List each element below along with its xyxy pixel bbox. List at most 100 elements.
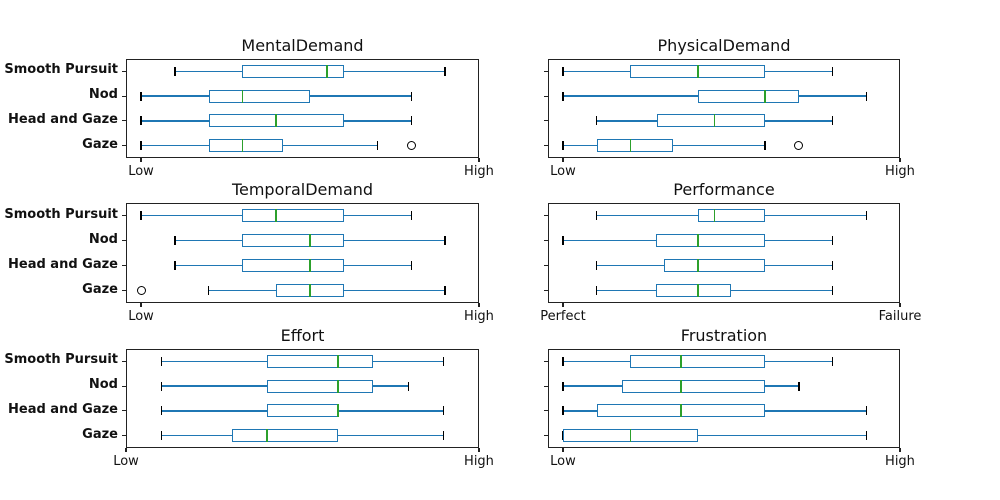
median-line xyxy=(713,209,716,222)
whisker-cap-low xyxy=(160,431,163,441)
median-line xyxy=(309,284,311,297)
median-line xyxy=(680,404,682,418)
x-tick-label: Low xyxy=(550,164,576,179)
whisker-high xyxy=(343,70,446,73)
whisker-cap-low xyxy=(160,406,163,416)
y-tick xyxy=(544,264,548,267)
subplot-title: MentalDemand xyxy=(241,36,364,55)
y-tick xyxy=(122,214,126,217)
whisker-low xyxy=(596,214,698,217)
whisker-high xyxy=(337,434,444,437)
whisker-high xyxy=(343,264,412,267)
whisker-high xyxy=(765,239,833,242)
whisker-high xyxy=(337,410,444,412)
whisker-low xyxy=(562,144,597,147)
y-tick xyxy=(122,385,126,387)
whisker-low xyxy=(562,239,656,242)
whisker-cap-high xyxy=(831,261,834,270)
y-tick xyxy=(544,145,548,147)
y-tick xyxy=(122,360,126,362)
whisker-low xyxy=(174,70,243,73)
whisker-cap-high xyxy=(410,91,413,101)
box-iqr xyxy=(621,379,766,393)
median-line xyxy=(713,114,716,128)
whisker-low xyxy=(161,360,268,363)
median-line xyxy=(337,379,339,393)
x-tick xyxy=(562,448,564,452)
box-iqr xyxy=(657,114,766,128)
whisker-cap-high xyxy=(410,116,413,126)
y-tick xyxy=(544,435,548,437)
y-tick-label: Nod xyxy=(88,87,118,103)
median-line xyxy=(337,354,339,368)
y-tick-label: Smooth Pursuit xyxy=(4,352,118,368)
whisker-cap-low xyxy=(562,91,564,101)
y-tick xyxy=(544,410,548,412)
whisker-high xyxy=(697,434,867,437)
box-iqr xyxy=(208,89,310,103)
median-line xyxy=(629,429,632,443)
median-line xyxy=(326,64,328,78)
box-iqr xyxy=(242,259,344,272)
whisker-low xyxy=(141,144,209,147)
box-iqr xyxy=(242,234,344,247)
y-tick-label: Smooth Pursuit xyxy=(4,206,118,222)
box-iqr xyxy=(267,354,374,368)
whisker-cap-low xyxy=(140,91,142,101)
whisker-low xyxy=(161,434,232,437)
box-iqr xyxy=(655,234,766,247)
y-tick xyxy=(544,70,548,72)
outlier-point xyxy=(406,141,416,151)
whisker-low xyxy=(562,95,698,97)
x-tick xyxy=(562,303,564,307)
box-iqr xyxy=(596,139,673,153)
median-line xyxy=(680,379,682,393)
median-line xyxy=(266,429,268,443)
box-iqr xyxy=(655,284,732,297)
whisker-high xyxy=(343,120,412,122)
whisker-high xyxy=(310,95,412,97)
whisker-cap-low xyxy=(140,116,142,126)
y-tick-label: Nod xyxy=(88,231,118,247)
whisker-cap-low xyxy=(595,261,598,270)
x-tick xyxy=(125,448,127,452)
x-tick xyxy=(140,303,142,307)
y-tick xyxy=(544,360,548,362)
median-line xyxy=(629,139,632,153)
y-tick xyxy=(122,435,126,437)
box-iqr xyxy=(208,139,283,153)
whisker-cap-high xyxy=(407,381,410,391)
y-tick xyxy=(544,95,548,97)
y-tick xyxy=(544,289,548,292)
whisker-cap-low xyxy=(140,211,142,220)
subplot-title: Frustration xyxy=(680,326,768,345)
whisker-cap-high xyxy=(831,116,834,126)
x-tick xyxy=(899,158,901,162)
whisker-cap-low xyxy=(562,66,564,76)
whisker-low xyxy=(562,70,631,73)
median-line xyxy=(697,259,699,272)
x-tick-label: High xyxy=(885,164,915,179)
whisker-low xyxy=(174,239,243,242)
y-tick-label: Gaze xyxy=(82,426,118,442)
whisker-cap-low xyxy=(160,356,163,366)
median-line xyxy=(680,354,682,368)
median-line xyxy=(241,89,244,103)
axes-physicaldemand xyxy=(548,59,900,158)
axes-mentaldemand xyxy=(126,59,479,158)
whisker-low xyxy=(141,95,209,97)
subplot-title: PhysicalDemand xyxy=(657,36,791,55)
y-tick xyxy=(544,385,548,387)
whisker-high xyxy=(373,385,409,387)
x-tick-label: High xyxy=(885,454,915,469)
whisker-cap-high xyxy=(444,236,446,245)
whisker-cap-low xyxy=(562,406,564,416)
whisker-cap-high xyxy=(831,286,834,295)
whisker-cap-high xyxy=(410,261,413,270)
median-line xyxy=(697,234,699,247)
whisker-high xyxy=(765,120,833,122)
whisker-cap-high xyxy=(831,236,834,245)
y-tick-label: Head and Gaze xyxy=(8,256,118,272)
box-iqr xyxy=(697,89,799,103)
whisker-cap-low xyxy=(207,286,210,295)
